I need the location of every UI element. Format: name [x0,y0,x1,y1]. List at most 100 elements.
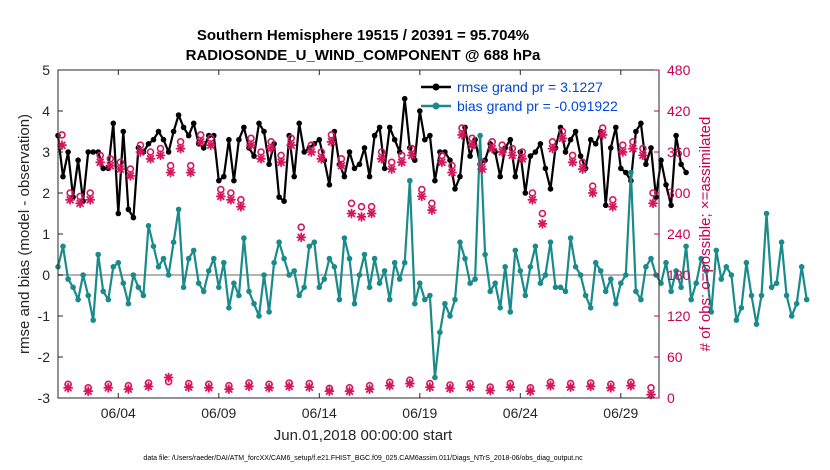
bias-point [507,309,514,315]
rmse-point [678,161,684,168]
bias-point [798,264,805,270]
bias-point [422,296,428,303]
bias-point [758,292,765,299]
rmse-point [567,136,574,143]
asterisk-stroke [528,195,537,204]
rmse-point [658,157,664,163]
asterisk-stroke [166,168,175,177]
bias-point [110,264,117,270]
obs-assimilated-marker [225,194,236,205]
bias-point [582,292,589,299]
bias-point [145,223,152,229]
bias-point [226,305,232,311]
bias-point [683,243,689,250]
obs-assimilated-marker [256,153,266,164]
asterisk-stroke [104,383,113,392]
asterisk-stroke [568,158,577,167]
bias-point [462,255,468,262]
bias-point [417,280,423,287]
bias-point [658,280,664,287]
bias-point [643,264,649,270]
rmse-point [351,165,358,172]
bias-point [778,239,785,245]
asterisk-stroke [305,383,314,391]
y-right-tick-label: 120 [667,308,691,324]
bias-point [211,255,217,262]
obs-assimilated-marker [356,211,367,222]
rmse-point [592,141,599,147]
asterisk-stroke [144,382,153,391]
obs-assimilated-marker [465,382,476,393]
bias-point [85,292,91,299]
bias-point [100,288,106,295]
bias-point [773,280,780,287]
bias-point [115,259,122,266]
rmse-point [467,153,473,159]
bias-point [366,284,373,291]
bias-point [251,300,257,307]
bias-point [748,292,755,299]
bias-point [266,309,272,315]
bias-point [386,296,393,303]
rmse-point [281,198,287,204]
bias-point [130,272,137,278]
bias-point [467,280,473,287]
rmse-point [65,149,71,155]
rmse-point [291,173,298,180]
asterisk-stroke [196,137,205,146]
rmse-point [85,149,91,155]
bias-point [160,255,167,262]
legend-bias-label: bias grand pr = -0.091922 [457,98,618,114]
asterisk-stroke [566,383,575,391]
rmse-point [145,141,152,147]
asterisk-stroke [506,383,515,391]
asterisk-stroke [297,233,306,242]
obs-assimilated-marker [424,382,435,393]
bias-point [733,317,740,323]
asterisk-stroke [257,154,265,163]
bias-point [150,243,157,250]
bias-point [326,255,333,262]
rmse-point [125,206,132,213]
asterisk-stroke [598,131,607,139]
bias-point [602,288,609,295]
asterisk-stroke [385,381,394,390]
rmse-point [638,120,644,127]
bias-point [628,169,634,176]
bias-point [407,177,413,184]
bias-point [341,235,348,241]
obs-possible-marker [538,209,547,218]
asterisk-stroke [458,131,466,139]
rmse-point [150,136,157,143]
legend-rmse-label: rmse grand pr = 3.1227 [457,79,603,95]
bias-point [728,272,735,278]
obs-assimilated-marker [306,147,317,157]
rmse-point [100,165,106,172]
rmse-point [226,136,232,143]
obs-assimilated-marker [135,147,146,157]
bias-point [557,284,564,291]
obs-assimilated-marker [447,167,457,178]
bias-point [256,313,262,319]
asterisk-stroke [417,192,426,201]
obs-assimilated-marker [85,194,96,205]
rmse-point [216,177,222,184]
rmse-point [447,157,453,163]
bias-point [597,268,604,274]
x-tick-label: 06/19 [402,405,437,421]
asterisk-stroke [518,154,527,163]
asterisk-stroke [649,199,657,208]
obs-assimilated-marker [183,382,194,393]
bias-point [391,259,398,266]
asterisk-stroke [498,148,507,156]
rmse-point [507,136,514,143]
bias-point [552,284,559,291]
bias-point [190,247,197,254]
obs-assimilated-marker [57,140,67,151]
bias-point [281,255,287,262]
rmse-point [572,128,579,135]
obs-possible-marker [58,131,66,139]
asterisk-stroke [327,137,336,146]
bias-point [401,259,408,266]
y-left-tick-label: 5 [42,62,50,78]
